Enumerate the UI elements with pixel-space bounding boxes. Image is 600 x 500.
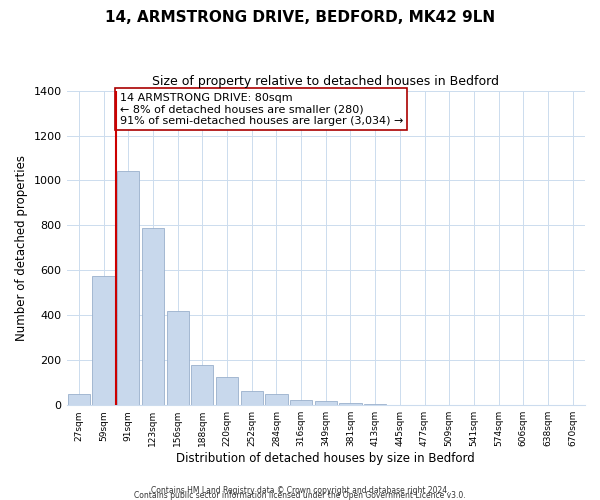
Bar xyxy=(314,400,337,405)
Bar xyxy=(216,377,238,405)
Bar xyxy=(92,276,115,405)
Title: Size of property relative to detached houses in Bedford: Size of property relative to detached ho… xyxy=(152,75,499,88)
Bar xyxy=(191,365,214,405)
Bar xyxy=(290,400,312,405)
Text: 14, ARMSTRONG DRIVE, BEDFORD, MK42 9LN: 14, ARMSTRONG DRIVE, BEDFORD, MK42 9LN xyxy=(105,10,495,25)
Text: Contains HM Land Registry data © Crown copyright and database right 2024.: Contains HM Land Registry data © Crown c… xyxy=(151,486,449,495)
X-axis label: Distribution of detached houses by size in Bedford: Distribution of detached houses by size … xyxy=(176,452,475,465)
Bar xyxy=(142,228,164,405)
Text: 14 ARMSTRONG DRIVE: 80sqm
← 8% of detached houses are smaller (280)
91% of semi-: 14 ARMSTRONG DRIVE: 80sqm ← 8% of detach… xyxy=(119,93,403,126)
Bar xyxy=(117,172,139,405)
Bar xyxy=(68,394,90,405)
Text: Contains public sector information licensed under the Open Government Licence v3: Contains public sector information licen… xyxy=(134,491,466,500)
Bar xyxy=(167,311,189,405)
Y-axis label: Number of detached properties: Number of detached properties xyxy=(15,155,28,341)
Bar xyxy=(265,394,287,405)
Bar xyxy=(241,392,263,405)
Bar xyxy=(364,404,386,405)
Bar xyxy=(340,403,362,405)
